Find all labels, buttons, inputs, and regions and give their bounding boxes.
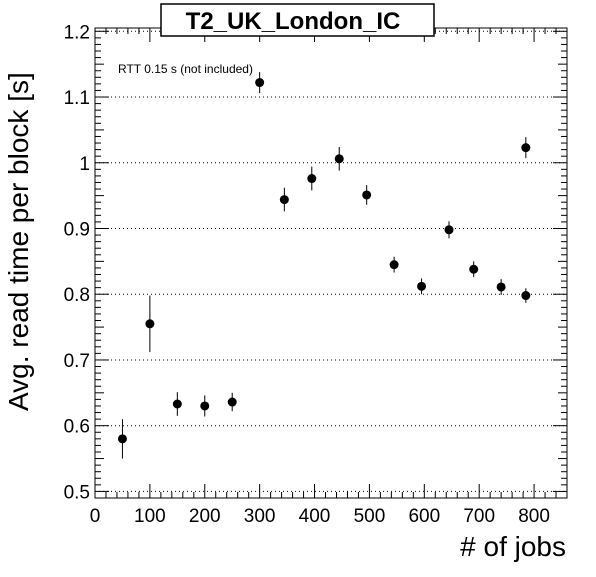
x-tick-label: 200	[189, 506, 221, 527]
data-point	[117, 434, 127, 444]
x-axis-label: # of jobs	[460, 531, 566, 562]
y-tick-label: 1	[79, 154, 90, 175]
x-tick-label: 400	[299, 506, 331, 527]
title-box	[160, 3, 435, 37]
plot-frame	[94, 27, 568, 499]
y-tick-label: 0.5	[64, 482, 90, 503]
tick-layer: 0.5 0.6 0.7 0.8 0.9 1 1.1 1.2 0 100 200 300 400 500 60…	[64, 22, 568, 527]
annotation-text: RTT 0.15 s (not included)	[118, 62, 253, 76]
data-point	[521, 291, 531, 301]
y-tick-label: 1.2	[64, 22, 90, 43]
data-point	[307, 174, 317, 184]
y-tick-label: 0.8	[64, 285, 90, 306]
y-tick-label: 0.9	[64, 219, 90, 240]
data-point	[334, 154, 344, 164]
x-tick-label: 0	[90, 506, 101, 527]
x-tick-label: 600	[408, 506, 440, 527]
x-tick-label: 300	[244, 506, 276, 527]
points-layer	[117, 72, 531, 459]
data-point	[444, 225, 454, 235]
data-point	[200, 401, 210, 411]
data-point	[362, 190, 372, 200]
data-point	[521, 143, 531, 153]
grid-layer	[95, 30, 567, 492]
chart-title: T2_UK_London_IC	[186, 8, 401, 35]
data-point	[389, 260, 399, 270]
data-point	[417, 281, 427, 291]
data-point	[496, 282, 506, 292]
x-tick-label: 100	[134, 506, 166, 527]
y-axis-label: Avg. read time per block [s]	[3, 72, 34, 411]
x-tick-label: 800	[518, 506, 550, 527]
data-point	[227, 397, 237, 407]
x-tick-label: 500	[354, 506, 386, 527]
data-point	[279, 195, 289, 205]
data-point	[255, 78, 265, 88]
y-tick-label: 0.6	[64, 417, 90, 438]
x-tick-label: 700	[463, 506, 495, 527]
y-tick-label: 0.7	[64, 351, 90, 372]
data-point	[172, 399, 182, 409]
data-point	[145, 319, 155, 329]
y-tick-label: 1.1	[64, 88, 90, 109]
data-point	[469, 264, 479, 274]
